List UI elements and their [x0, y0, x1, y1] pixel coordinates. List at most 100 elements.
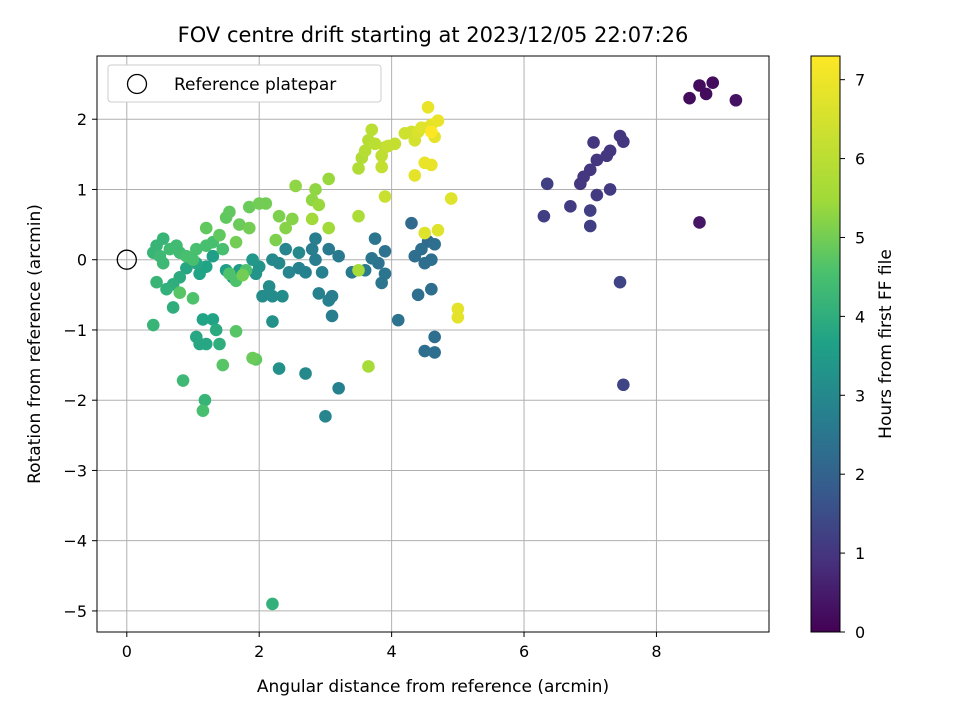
- data-point: [368, 137, 382, 151]
- data-point: [286, 212, 299, 226]
- data-point: [537, 209, 551, 223]
- data-point: [312, 287, 326, 300]
- colorbar-tick-label: 1: [855, 544, 865, 563]
- data-point: [378, 244, 392, 258]
- data-point: [540, 177, 554, 191]
- data-point: [309, 232, 322, 245]
- x-axis-label: Angular distance from reference (arcmin): [257, 677, 609, 697]
- data-point: [305, 242, 319, 256]
- x-tick-label: 0: [122, 642, 132, 661]
- data-point: [617, 135, 630, 148]
- data-point: [213, 337, 226, 351]
- data-point: [699, 87, 713, 101]
- data-point: [266, 597, 279, 611]
- data-point: [421, 100, 435, 114]
- data-point: [199, 337, 213, 351]
- data-point: [411, 288, 425, 302]
- data-point: [236, 268, 249, 282]
- data-point: [378, 190, 392, 203]
- data-point: [246, 351, 259, 365]
- y-tick-label: −3: [63, 461, 87, 480]
- data-point: [322, 242, 336, 256]
- data-point: [352, 162, 365, 175]
- data-point: [352, 209, 365, 223]
- data-point: [391, 313, 405, 327]
- data-point: [590, 153, 604, 167]
- data-point: [358, 144, 372, 158]
- data-point: [352, 263, 365, 277]
- data-point: [408, 249, 422, 263]
- data-point: [365, 123, 379, 137]
- colorbar-tick-label: 4: [855, 307, 865, 326]
- data-point: [418, 256, 432, 270]
- data-point: [176, 374, 190, 387]
- data-point: [146, 318, 160, 332]
- x-tick-label: 6: [519, 642, 529, 661]
- data-point: [693, 79, 706, 92]
- reference-marker: [116, 249, 137, 270]
- data-point: [196, 313, 210, 326]
- data-point: [262, 280, 276, 293]
- y-axis-ticks: −5 −4 −3 −2 −1 0 1 2: [63, 110, 97, 621]
- data-point: [451, 311, 465, 324]
- data-point: [282, 266, 296, 279]
- data-point: [425, 125, 438, 139]
- data-point: [325, 289, 339, 303]
- data-point: [365, 252, 379, 265]
- data-point: [173, 286, 187, 300]
- data-point: [312, 198, 326, 212]
- data-point: [428, 330, 441, 344]
- data-point: [289, 179, 302, 193]
- data-point: [693, 216, 706, 229]
- colorbar-tick-label: 7: [855, 71, 865, 90]
- data-point: [322, 172, 336, 186]
- data-point: [193, 267, 206, 281]
- data-point: [269, 233, 283, 247]
- data-point: [368, 232, 382, 245]
- data-point: [209, 323, 223, 337]
- data-point: [213, 228, 226, 242]
- data-point: [150, 275, 163, 289]
- data-point: [279, 221, 292, 235]
- data-point: [186, 253, 200, 267]
- plot-area-frame: [96, 55, 770, 633]
- data-point: [216, 358, 230, 372]
- data-point: [229, 235, 243, 249]
- data-point: [444, 192, 458, 205]
- data-point: [319, 410, 332, 423]
- data-point: [216, 242, 230, 256]
- data-point: [196, 404, 210, 418]
- legend-reference-marker: [126, 73, 148, 95]
- data-point: [325, 309, 339, 323]
- data-point: [272, 362, 286, 375]
- x-tick-label: 2: [254, 642, 264, 661]
- data-point: [190, 242, 203, 256]
- x-tick-label: 8: [651, 642, 661, 661]
- legend-box: [107, 64, 382, 103]
- legend: Reference platepar: [107, 64, 382, 103]
- data-point: [375, 160, 388, 174]
- data-point: [186, 292, 200, 305]
- data-point: [603, 183, 617, 196]
- data-point: [362, 360, 375, 373]
- data-point: [223, 205, 236, 219]
- data-point: [322, 221, 336, 235]
- data-point: [428, 237, 441, 251]
- y-tick-label: −2: [63, 391, 87, 410]
- data-point: [408, 169, 422, 182]
- data-point: [431, 114, 445, 127]
- colorbar-tick-label: 5: [855, 228, 865, 247]
- data-point: [249, 267, 263, 281]
- data-point: [199, 221, 213, 235]
- data-point: [583, 204, 597, 217]
- data-point: [266, 315, 279, 328]
- colorbar-tick-label: 3: [855, 386, 865, 405]
- y-tick-label: 1: [77, 180, 87, 199]
- y-tick-label: −1: [63, 321, 87, 340]
- data-point: [729, 93, 743, 107]
- data-point: [428, 346, 441, 359]
- data-point: [292, 261, 306, 275]
- data-point: [425, 282, 438, 296]
- data-point: [332, 381, 345, 395]
- data-point: [242, 221, 256, 235]
